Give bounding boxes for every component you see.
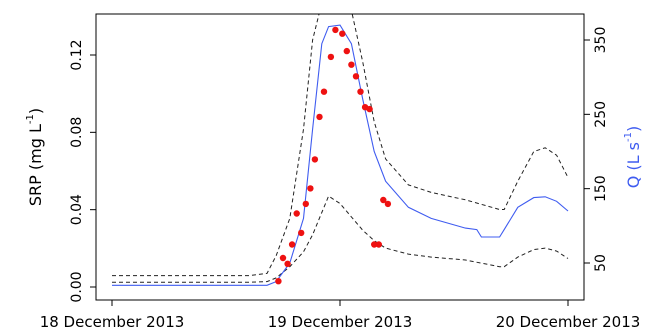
left-tick-label: 0.08 <box>69 117 85 148</box>
srp-point <box>312 156 318 162</box>
srp-point <box>303 201 309 207</box>
srp-point <box>366 106 372 112</box>
left-tick-label: 0.00 <box>69 271 85 302</box>
x-tick-label: 18 December 2013 <box>40 313 185 331</box>
right-tick-label: 150 <box>593 175 609 202</box>
left-tick-label: 0.12 <box>69 39 85 70</box>
srp-point <box>275 278 281 284</box>
srp-point <box>321 89 327 95</box>
srp-point <box>289 241 295 247</box>
srp-point <box>328 54 334 60</box>
x-tick-label: 20 December 2013 <box>496 313 641 331</box>
srp-point <box>385 201 391 207</box>
srp-point <box>307 185 313 191</box>
right-tick-label: 250 <box>593 101 609 128</box>
srp-point <box>339 31 345 37</box>
srp-point <box>376 241 382 247</box>
srp-point <box>344 48 350 54</box>
left-tick-label: 0.04 <box>69 194 85 225</box>
srp-point <box>316 114 322 120</box>
srp-point <box>348 61 354 67</box>
x-tick-label: 19 December 2013 <box>268 313 413 331</box>
srp-point <box>284 261 290 267</box>
srp-point <box>332 27 338 33</box>
srp-point <box>298 230 304 236</box>
srp-point <box>294 210 300 216</box>
right-tick-label: 50 <box>593 254 609 272</box>
srp-point <box>353 73 359 79</box>
srp-point <box>357 89 363 95</box>
right-tick-label: 350 <box>593 27 609 54</box>
srp-point <box>280 255 286 261</box>
